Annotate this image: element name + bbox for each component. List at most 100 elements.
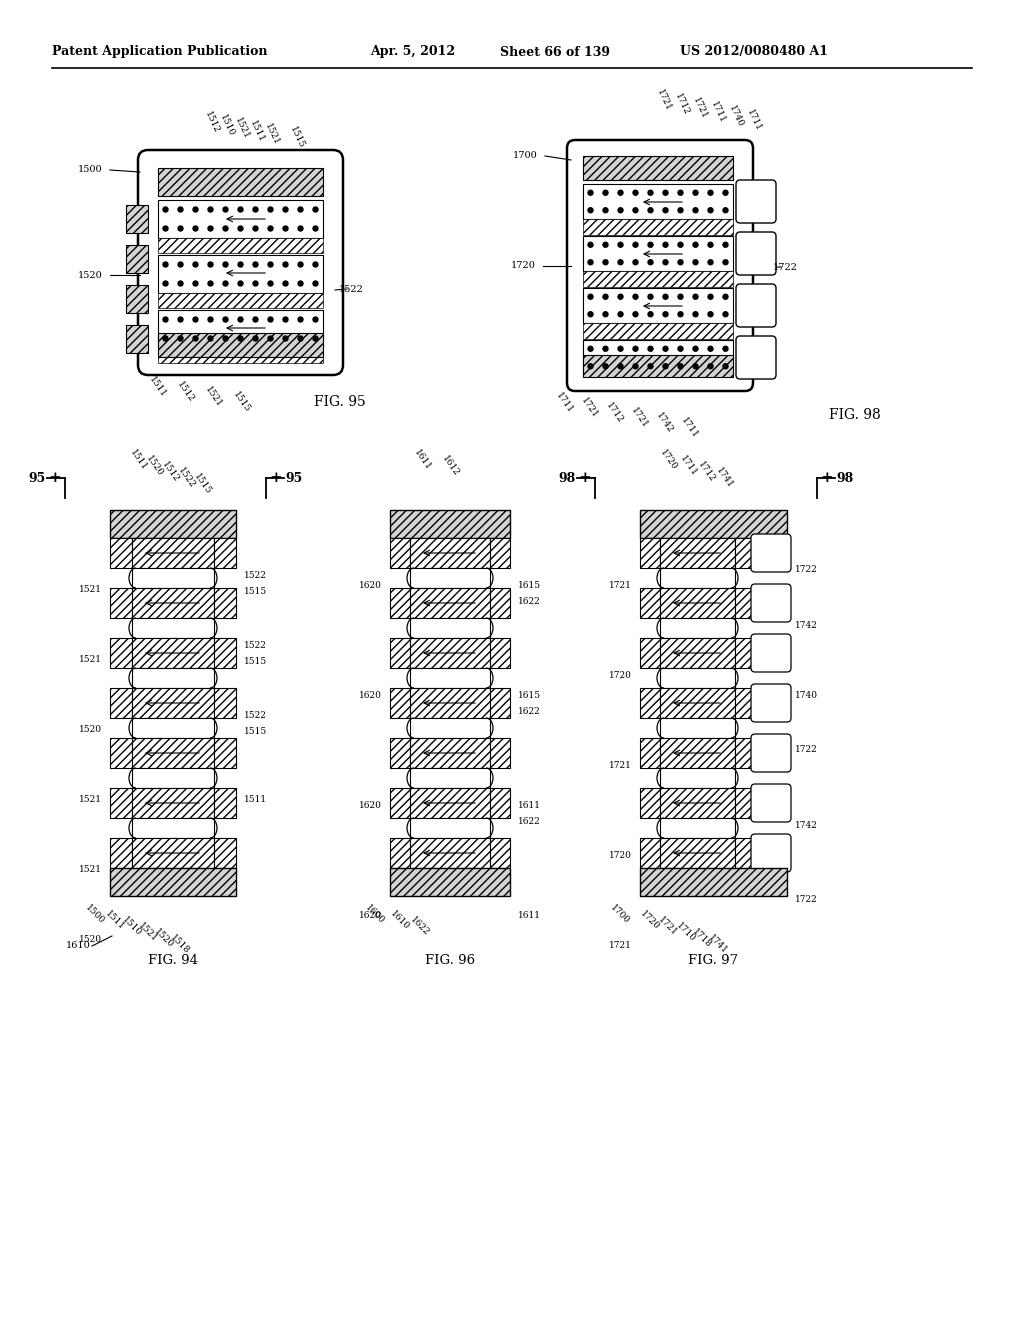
Circle shape [633, 260, 638, 265]
Circle shape [588, 346, 593, 351]
Circle shape [208, 207, 213, 213]
Circle shape [648, 364, 653, 368]
Bar [158, 293, 323, 308]
Circle shape [648, 243, 653, 247]
Text: 1620: 1620 [359, 911, 382, 920]
Circle shape [678, 260, 683, 265]
Bar [583, 323, 733, 339]
Circle shape [723, 364, 728, 368]
Bar [490, 738, 510, 768]
FancyBboxPatch shape [736, 337, 776, 379]
Circle shape [193, 226, 198, 231]
Circle shape [693, 260, 698, 265]
Text: 95: 95 [29, 471, 46, 484]
FancyBboxPatch shape [567, 140, 753, 391]
Text: 1521: 1521 [79, 866, 102, 874]
Circle shape [298, 317, 303, 322]
Circle shape [193, 281, 198, 286]
Circle shape [238, 337, 243, 341]
Bar [158, 310, 323, 348]
Bar [132, 668, 214, 688]
Bar [126, 205, 148, 234]
Bar [660, 638, 735, 668]
Text: 1721: 1721 [655, 87, 673, 112]
Text: 1515: 1515 [193, 471, 213, 496]
Text: 1510: 1510 [218, 112, 236, 137]
Circle shape [223, 337, 228, 341]
Circle shape [618, 312, 623, 317]
Bar [126, 246, 148, 273]
Bar [583, 271, 733, 286]
Text: 1600: 1600 [364, 903, 386, 925]
Text: 1711: 1711 [709, 100, 727, 124]
Circle shape [633, 346, 638, 351]
Bar [214, 638, 236, 668]
Bar [132, 568, 214, 587]
Circle shape [618, 243, 623, 247]
Bar [490, 788, 510, 818]
Bar [660, 618, 735, 638]
Circle shape [238, 317, 243, 322]
Circle shape [283, 281, 288, 286]
Bar [390, 688, 410, 718]
Circle shape [678, 346, 683, 351]
Bar [410, 788, 490, 818]
Text: 1512: 1512 [160, 459, 180, 484]
Circle shape [633, 190, 638, 195]
Circle shape [223, 281, 228, 286]
Text: 1611: 1611 [518, 800, 541, 809]
Text: 1515: 1515 [244, 657, 267, 667]
Circle shape [693, 346, 698, 351]
Circle shape [163, 317, 168, 322]
Text: 1515: 1515 [244, 727, 267, 737]
Text: 1721: 1721 [609, 940, 632, 949]
Bar [660, 668, 735, 688]
Text: 1741: 1741 [714, 466, 734, 490]
FancyBboxPatch shape [751, 834, 791, 873]
Circle shape [678, 294, 683, 300]
Circle shape [238, 226, 243, 231]
Circle shape [223, 317, 228, 322]
Circle shape [588, 364, 593, 368]
Bar [410, 738, 490, 768]
Text: 1721: 1721 [580, 396, 600, 420]
Bar [132, 788, 214, 818]
Circle shape [193, 261, 198, 267]
Text: Apr. 5, 2012: Apr. 5, 2012 [370, 45, 455, 58]
Circle shape [723, 260, 728, 265]
Bar [110, 738, 132, 768]
Circle shape [708, 364, 713, 368]
Circle shape [268, 337, 273, 341]
Circle shape [678, 190, 683, 195]
Text: Patent Application Publication: Patent Application Publication [52, 45, 267, 58]
Circle shape [253, 337, 258, 341]
Text: 1515: 1515 [288, 124, 306, 149]
Text: +: + [269, 471, 283, 484]
Circle shape [588, 294, 593, 300]
Circle shape [648, 207, 653, 213]
Text: US 2012/0080480 A1: US 2012/0080480 A1 [680, 45, 828, 58]
Text: FIG. 98: FIG. 98 [829, 408, 881, 422]
Bar [110, 688, 132, 718]
Bar [410, 618, 490, 638]
Text: FIG. 95: FIG. 95 [314, 395, 366, 409]
Bar [735, 638, 755, 668]
Text: 1620: 1620 [359, 800, 382, 809]
Text: 1520: 1520 [153, 927, 175, 949]
Circle shape [193, 317, 198, 322]
Circle shape [268, 207, 273, 213]
Text: 1741: 1741 [707, 933, 729, 956]
Circle shape [648, 346, 653, 351]
Circle shape [618, 190, 623, 195]
Bar [583, 288, 733, 323]
Circle shape [648, 190, 653, 195]
Text: 1720: 1720 [609, 671, 632, 680]
Circle shape [603, 364, 608, 368]
Circle shape [588, 207, 593, 213]
Circle shape [313, 281, 318, 286]
Bar [132, 618, 214, 638]
Circle shape [723, 243, 728, 247]
Text: 1522: 1522 [339, 285, 364, 294]
Bar [490, 539, 510, 568]
Circle shape [678, 312, 683, 317]
